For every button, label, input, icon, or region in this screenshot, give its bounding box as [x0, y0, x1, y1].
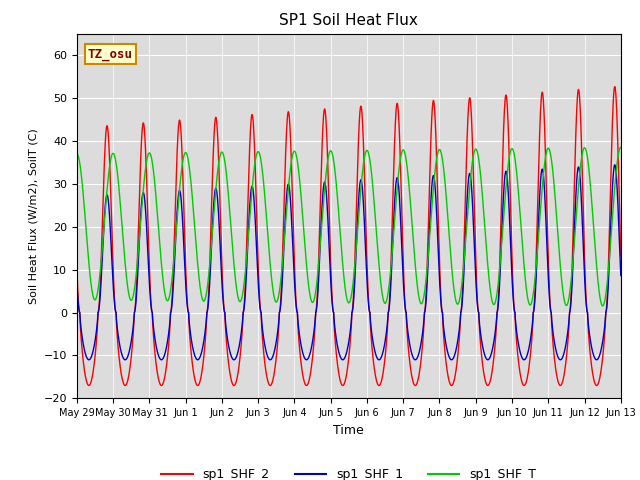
- Title: SP1 Soil Heat Flux: SP1 Soil Heat Flux: [280, 13, 418, 28]
- Y-axis label: Soil Heat Flux (W/m2), SoilT (C): Soil Heat Flux (W/m2), SoilT (C): [28, 128, 38, 304]
- X-axis label: Time: Time: [333, 424, 364, 437]
- Text: TZ_osu: TZ_osu: [88, 48, 132, 60]
- Legend: sp1_SHF_2, sp1_SHF_1, sp1_SHF_T: sp1_SHF_2, sp1_SHF_1, sp1_SHF_T: [156, 463, 541, 480]
